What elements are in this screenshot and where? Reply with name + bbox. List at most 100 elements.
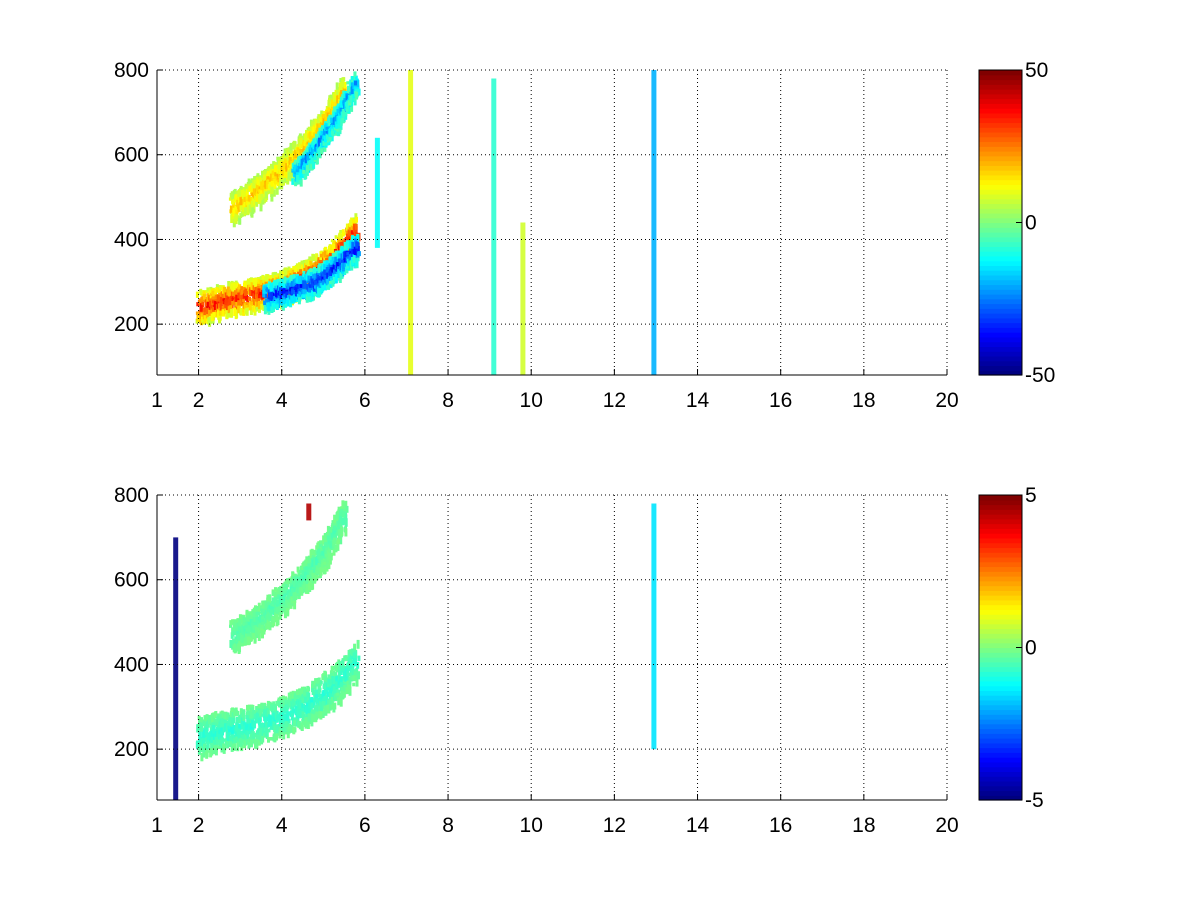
heat-cell xyxy=(236,742,240,752)
heat-cell xyxy=(247,194,251,202)
heat-cell xyxy=(329,259,333,265)
heat-cell xyxy=(288,157,292,165)
heat-cell xyxy=(231,619,235,625)
heat-cell xyxy=(331,665,334,671)
heat-cell xyxy=(272,733,276,741)
y-tick-label: 200 xyxy=(114,313,149,336)
colorbar-swatch xyxy=(979,146,1022,152)
colorbar-swatch xyxy=(979,355,1022,362)
heat-cell xyxy=(328,133,332,142)
heat-cell xyxy=(337,115,341,125)
stripe-1 xyxy=(374,137,380,248)
colorbar-swatch xyxy=(979,246,1022,252)
heat-cell xyxy=(245,301,249,305)
heat-cell xyxy=(257,301,261,310)
heat-cell xyxy=(305,283,309,290)
heat-cell xyxy=(290,295,294,304)
heat-cell xyxy=(218,733,221,738)
heat-cell xyxy=(294,287,298,292)
heat-cell xyxy=(251,290,255,297)
colorbar-swatch xyxy=(979,79,1022,85)
heat-cell xyxy=(242,286,246,291)
heat-cell xyxy=(351,238,355,242)
colorbar-swatch xyxy=(979,179,1022,185)
heat-cell xyxy=(203,315,207,324)
heat-cell xyxy=(308,131,312,139)
colorbar-swatch xyxy=(979,351,1022,357)
heat-cell xyxy=(323,263,326,272)
heat-cell xyxy=(210,313,214,322)
heat-cell xyxy=(341,659,345,668)
heat-cell xyxy=(349,95,353,103)
heat-cell xyxy=(307,269,311,278)
heat-cell xyxy=(347,229,351,236)
heat-cell xyxy=(229,624,232,628)
heat-cell xyxy=(330,244,334,254)
heat-cell xyxy=(261,713,265,717)
heat-cell xyxy=(310,162,314,171)
heat-cell xyxy=(325,267,329,273)
heat-cell xyxy=(214,301,217,310)
heat-cell xyxy=(201,301,205,306)
heat-cell xyxy=(216,734,220,740)
heat-cell xyxy=(237,292,241,299)
heat-cell xyxy=(297,297,301,305)
heat-cell xyxy=(303,280,307,289)
heat-cell xyxy=(355,678,359,687)
heat-cell xyxy=(314,285,317,289)
heat-cell xyxy=(236,283,240,289)
heat-cell xyxy=(345,687,349,695)
heat-cell xyxy=(321,125,324,131)
heat-cell xyxy=(270,194,274,202)
heat-cell xyxy=(300,260,304,264)
heat-cell xyxy=(221,286,225,291)
heat-cell xyxy=(263,716,267,722)
heat-cell xyxy=(350,230,354,234)
heat-cell xyxy=(280,723,283,730)
heat-cell xyxy=(339,682,343,691)
heat-cell xyxy=(245,621,249,629)
colorbar-tick-label: 50 xyxy=(1025,59,1048,82)
heat-cell xyxy=(318,259,322,265)
heat-cell xyxy=(321,255,324,260)
heat-cell xyxy=(214,748,218,756)
heat-cell xyxy=(198,298,202,305)
heat-cell xyxy=(295,169,299,175)
heat-cell xyxy=(264,191,268,199)
heat-cell xyxy=(227,725,231,730)
heat-cell xyxy=(226,312,230,318)
heat-cell xyxy=(257,282,261,288)
heat-cell xyxy=(243,196,247,203)
heat-cell xyxy=(351,241,355,250)
heat-cell xyxy=(332,263,336,270)
heat-cell xyxy=(233,307,237,316)
heat-cell xyxy=(315,689,318,695)
heat-cell xyxy=(298,166,302,170)
heat-cell xyxy=(317,288,321,297)
heat-cell xyxy=(252,278,256,283)
heat-cell xyxy=(275,724,279,730)
heat-cell xyxy=(272,721,276,726)
heat-cell xyxy=(299,284,303,288)
heat-cell xyxy=(300,286,304,292)
heat-cell xyxy=(319,680,323,684)
heat-cell xyxy=(338,253,342,259)
heat-cell xyxy=(229,735,233,745)
heat-cell xyxy=(341,229,345,237)
heat-cell xyxy=(242,710,246,717)
heat-cell xyxy=(270,292,274,301)
heat-cell xyxy=(278,734,282,739)
heat-cell xyxy=(317,688,321,693)
heat-cell xyxy=(252,710,256,717)
heat-cell xyxy=(344,91,348,95)
heat-cell xyxy=(273,703,277,712)
x-tick-label: 1 xyxy=(151,389,163,412)
heat-cell xyxy=(233,644,237,652)
heat-cell xyxy=(212,739,216,744)
heat-cell xyxy=(303,686,307,694)
heat-cell xyxy=(311,713,315,722)
heat-cell xyxy=(296,293,300,298)
heat-cell xyxy=(245,188,249,196)
heat-cell xyxy=(255,193,259,202)
heat-cell xyxy=(278,712,282,721)
